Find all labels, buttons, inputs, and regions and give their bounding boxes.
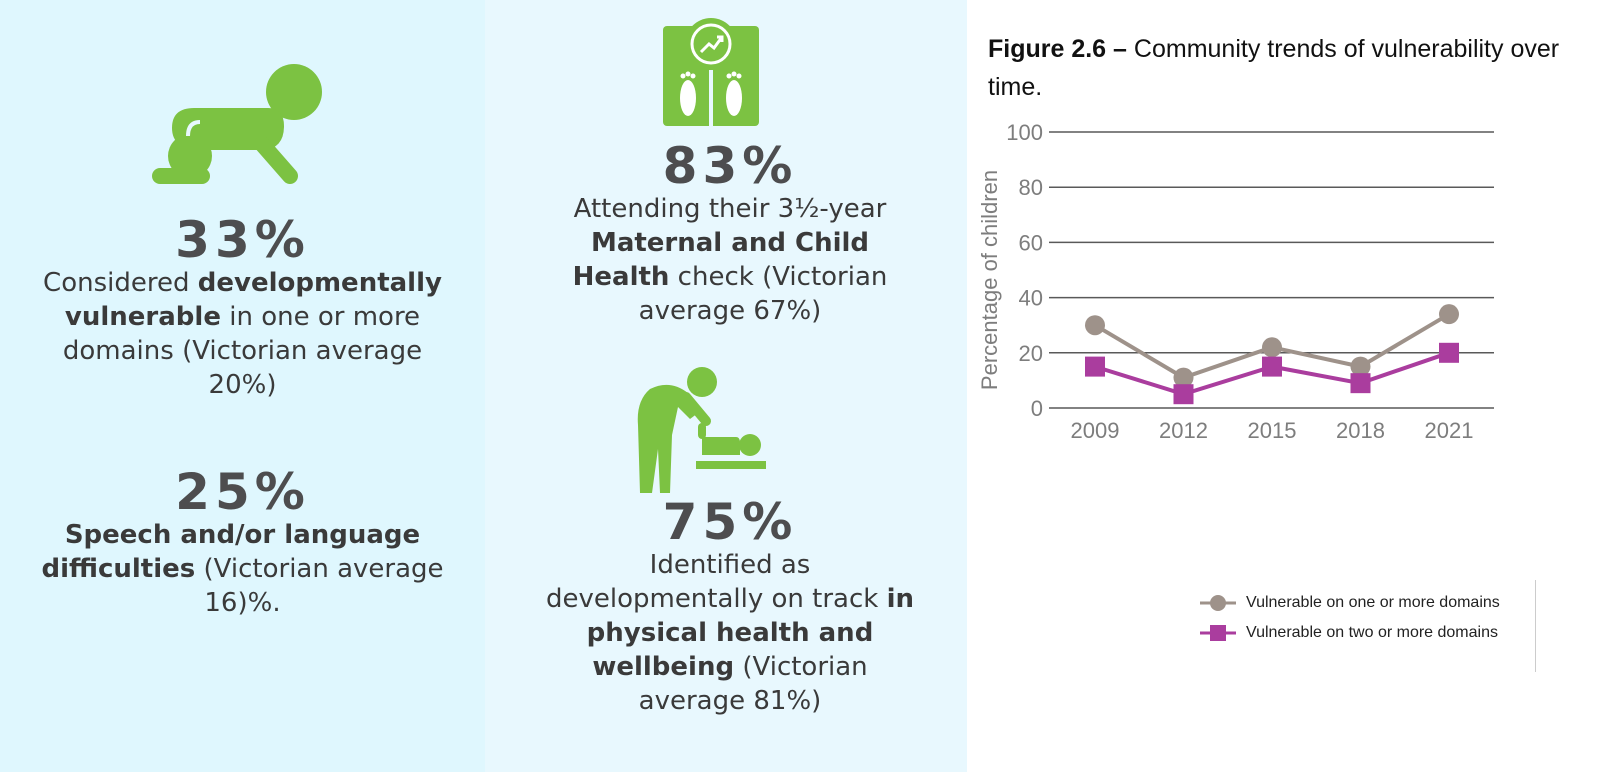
- x-tick-label: 2009: [1071, 418, 1120, 443]
- series-1: [1085, 304, 1459, 388]
- stat-speech-language: 25% Speech and/or language difficulties …: [30, 466, 455, 620]
- stat-desc-part: check (Victorian average 67%): [638, 262, 888, 326]
- data-point: [1439, 304, 1459, 325]
- x-tick-labels: 2009 2012 2015 2018 2021: [1071, 418, 1474, 443]
- stat-desc-part: (Victorian average 16)%.: [195, 554, 444, 618]
- stat-value: 25%: [175, 463, 310, 521]
- data-point: [1439, 342, 1459, 363]
- legend-label: Vulnerable on one or more domains: [1246, 594, 1500, 611]
- x-tick-label: 2018: [1336, 418, 1385, 443]
- data-point: [1350, 356, 1371, 377]
- stat-desc-bold: in physical health and wellbeing: [586, 584, 915, 682]
- parent-changing-baby-icon: [637, 367, 766, 493]
- data-point: [1173, 367, 1194, 388]
- stat-mch-check: 83% Attending their 3½-year Maternal and…: [545, 140, 915, 328]
- y-tick-label: 60: [1019, 230, 1043, 255]
- stat-description: Speech and/or language difficulties (Vic…: [30, 518, 455, 620]
- data-point: [1262, 356, 1282, 377]
- legend-item-one-or-more: Vulnerable on one or more domains: [1200, 590, 1500, 616]
- y-tick-labels: 0 20 40 60 80 100: [1006, 120, 1043, 421]
- stat-value: 75%: [662, 493, 798, 551]
- middle-panel: [485, 0, 967, 772]
- x-tick-label: 2015: [1248, 418, 1297, 443]
- stat-desc-part: in one or more domains (Victorian averag…: [62, 302, 423, 400]
- stat-desc-bold: Speech and/or language difficulties: [41, 520, 421, 584]
- stat-value: 83%: [662, 137, 798, 195]
- series: [1085, 304, 1459, 405]
- y-tick-label: 40: [1019, 286, 1043, 311]
- data-point: [1085, 356, 1105, 377]
- legend-label: Vulnerable on two or more domains: [1246, 624, 1498, 641]
- data-point: [1262, 337, 1282, 358]
- data-point: [1173, 384, 1194, 405]
- stat-description: Identified as developmentally on track i…: [540, 548, 920, 718]
- x-tick-label: 2021: [1425, 418, 1474, 443]
- chart-legend: Vulnerable on one or more domains Vulner…: [1200, 580, 1536, 672]
- legend-item-two-or-more: Vulnerable on two or more domains: [1200, 620, 1498, 646]
- stat-description: Attending their 3½-year Maternal and Chi…: [545, 192, 915, 328]
- legend-swatch-circle: [1200, 595, 1236, 611]
- crawling-baby-icon: [152, 64, 322, 184]
- stat-desc-part: Identified as developmentally on track: [545, 550, 887, 614]
- chart-title-text: Community trends of vulnerability over t…: [988, 35, 1560, 101]
- data-point: [1085, 315, 1105, 336]
- y-axis-title: Percentage of children: [977, 170, 1002, 390]
- stat-desc-part: Considered: [43, 268, 198, 298]
- stat-desc-part: (Victorian average 81%): [638, 652, 868, 716]
- grid-lines: [1049, 131, 1494, 409]
- stat-physical-health: 75% Identified as developmentally on tra…: [540, 496, 920, 718]
- y-tick-label: 100: [1006, 120, 1043, 145]
- stat-description: Considered developmentally vulnerable in…: [30, 266, 455, 402]
- legend-swatch-square: [1200, 625, 1236, 641]
- weighing-scale-icon: [663, 18, 759, 126]
- y-tick-label: 0: [1031, 396, 1043, 421]
- stat-developmentally-vulnerable: 33% Considered developmentally vulnerabl…: [30, 214, 455, 402]
- y-tick-label: 20: [1019, 341, 1043, 366]
- y-tick-label: 80: [1019, 175, 1043, 200]
- series-2: [1085, 342, 1459, 405]
- stat-value: 33%: [175, 211, 310, 269]
- chart-title: Figure 2.6 – Community trends of vulnera…: [988, 30, 1588, 106]
- chart-title-bold: Figure 2.6 –: [988, 35, 1127, 63]
- stat-desc-part: Attending their 3½-year: [573, 194, 887, 224]
- right-panel: [967, 0, 1617, 772]
- x-tick-label: 2012: [1159, 418, 1208, 443]
- stat-desc-bold: Maternal and Child Health: [572, 228, 870, 292]
- data-point: [1350, 373, 1371, 394]
- line-chart: 0 20 40 60 80 100 2009 2012 2015 2018 2021 Percen…: [977, 120, 1494, 443]
- stat-desc-bold: developmentally vulnerable: [64, 268, 442, 332]
